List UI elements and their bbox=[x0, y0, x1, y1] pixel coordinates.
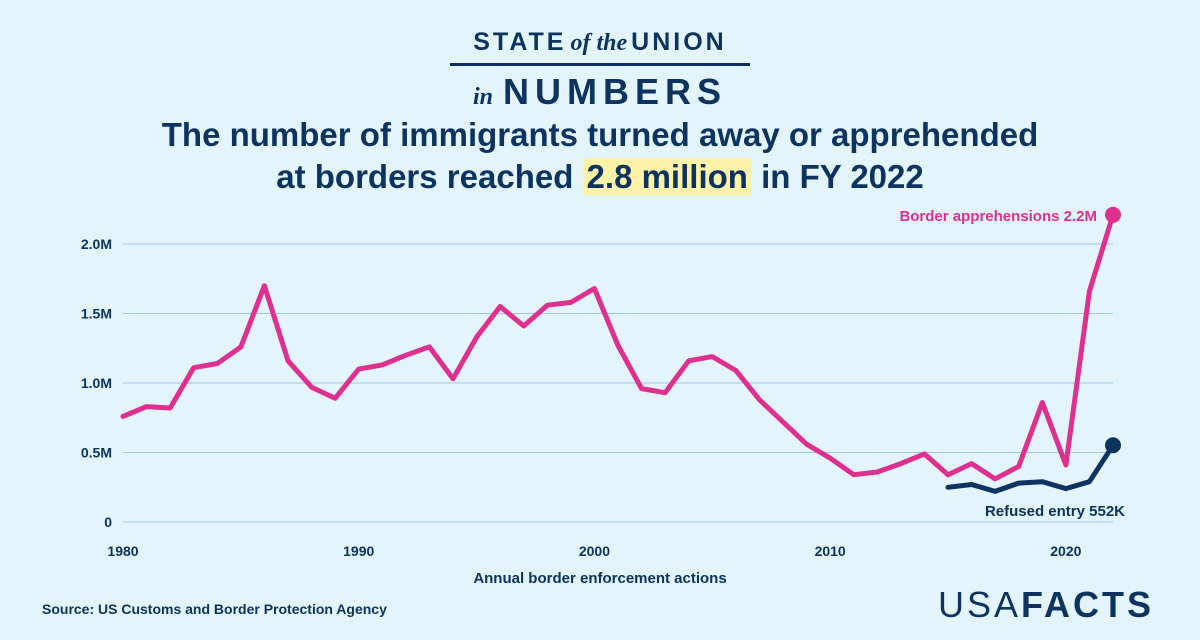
series-label-apprehensions: Border apprehensions 2.2M bbox=[899, 208, 1097, 225]
x-axis-label: Annual border enforcement actions bbox=[473, 570, 726, 587]
series-line-apprehensions bbox=[120, 212, 1116, 482]
x-tick-label: 1980 bbox=[107, 543, 138, 559]
banner-numbers: NUMBERS bbox=[503, 71, 728, 112]
headline-line2-pre: at borders reached bbox=[276, 158, 574, 195]
headline-line2: at borders reached 2.8 million in FY 202… bbox=[0, 156, 1200, 198]
logo-usa: USA bbox=[938, 584, 1022, 625]
series-endpoint-apprehensions bbox=[1105, 206, 1121, 223]
x-tick-label: 2020 bbox=[1050, 543, 1081, 559]
banner-title-line2: in NUMBERS bbox=[0, 72, 1200, 117]
logo-facts: FACTS bbox=[1021, 584, 1155, 625]
y-tick-label: 1.0M bbox=[81, 375, 112, 391]
x-tick-label: 2010 bbox=[815, 543, 846, 559]
banner-state: STATE bbox=[473, 28, 567, 56]
banner-union: UNION bbox=[631, 28, 727, 56]
banner-in: in bbox=[472, 84, 493, 110]
y-tick-label: 1.5M bbox=[81, 306, 112, 322]
y-tick-label: 2.0M bbox=[81, 236, 112, 252]
series-endpoint-refused-entry bbox=[1105, 437, 1121, 454]
headline-line2-post: in FY 2022 bbox=[761, 158, 924, 195]
y-tick-label: 0.5M bbox=[81, 445, 112, 461]
y-tick-label: 0 bbox=[104, 514, 112, 530]
headline-line1: The number of immigrants turned away or … bbox=[161, 116, 1039, 153]
usafacts-logo: USAFACTS bbox=[938, 584, 1154, 626]
series-label-refused-entry: Refused entry 552K bbox=[985, 503, 1125, 520]
banner-title-line1: STATE of the UNION bbox=[0, 28, 1200, 57]
headline-highlight: 2.8 million bbox=[582, 158, 752, 195]
x-tick-label: 2000 bbox=[579, 543, 610, 559]
x-tick-label: 1990 bbox=[343, 543, 374, 559]
chart-headline: The number of immigrants turned away or … bbox=[0, 114, 1200, 198]
source-note: Source: US Customs and Border Protection… bbox=[42, 601, 387, 617]
banner-of-the: of the bbox=[570, 30, 628, 56]
banner-divider bbox=[450, 63, 750, 66]
series-line-refused-entry bbox=[945, 442, 1116, 494]
state-of-union-banner: STATE of the UNION in NUMBERS bbox=[0, 28, 1200, 117]
